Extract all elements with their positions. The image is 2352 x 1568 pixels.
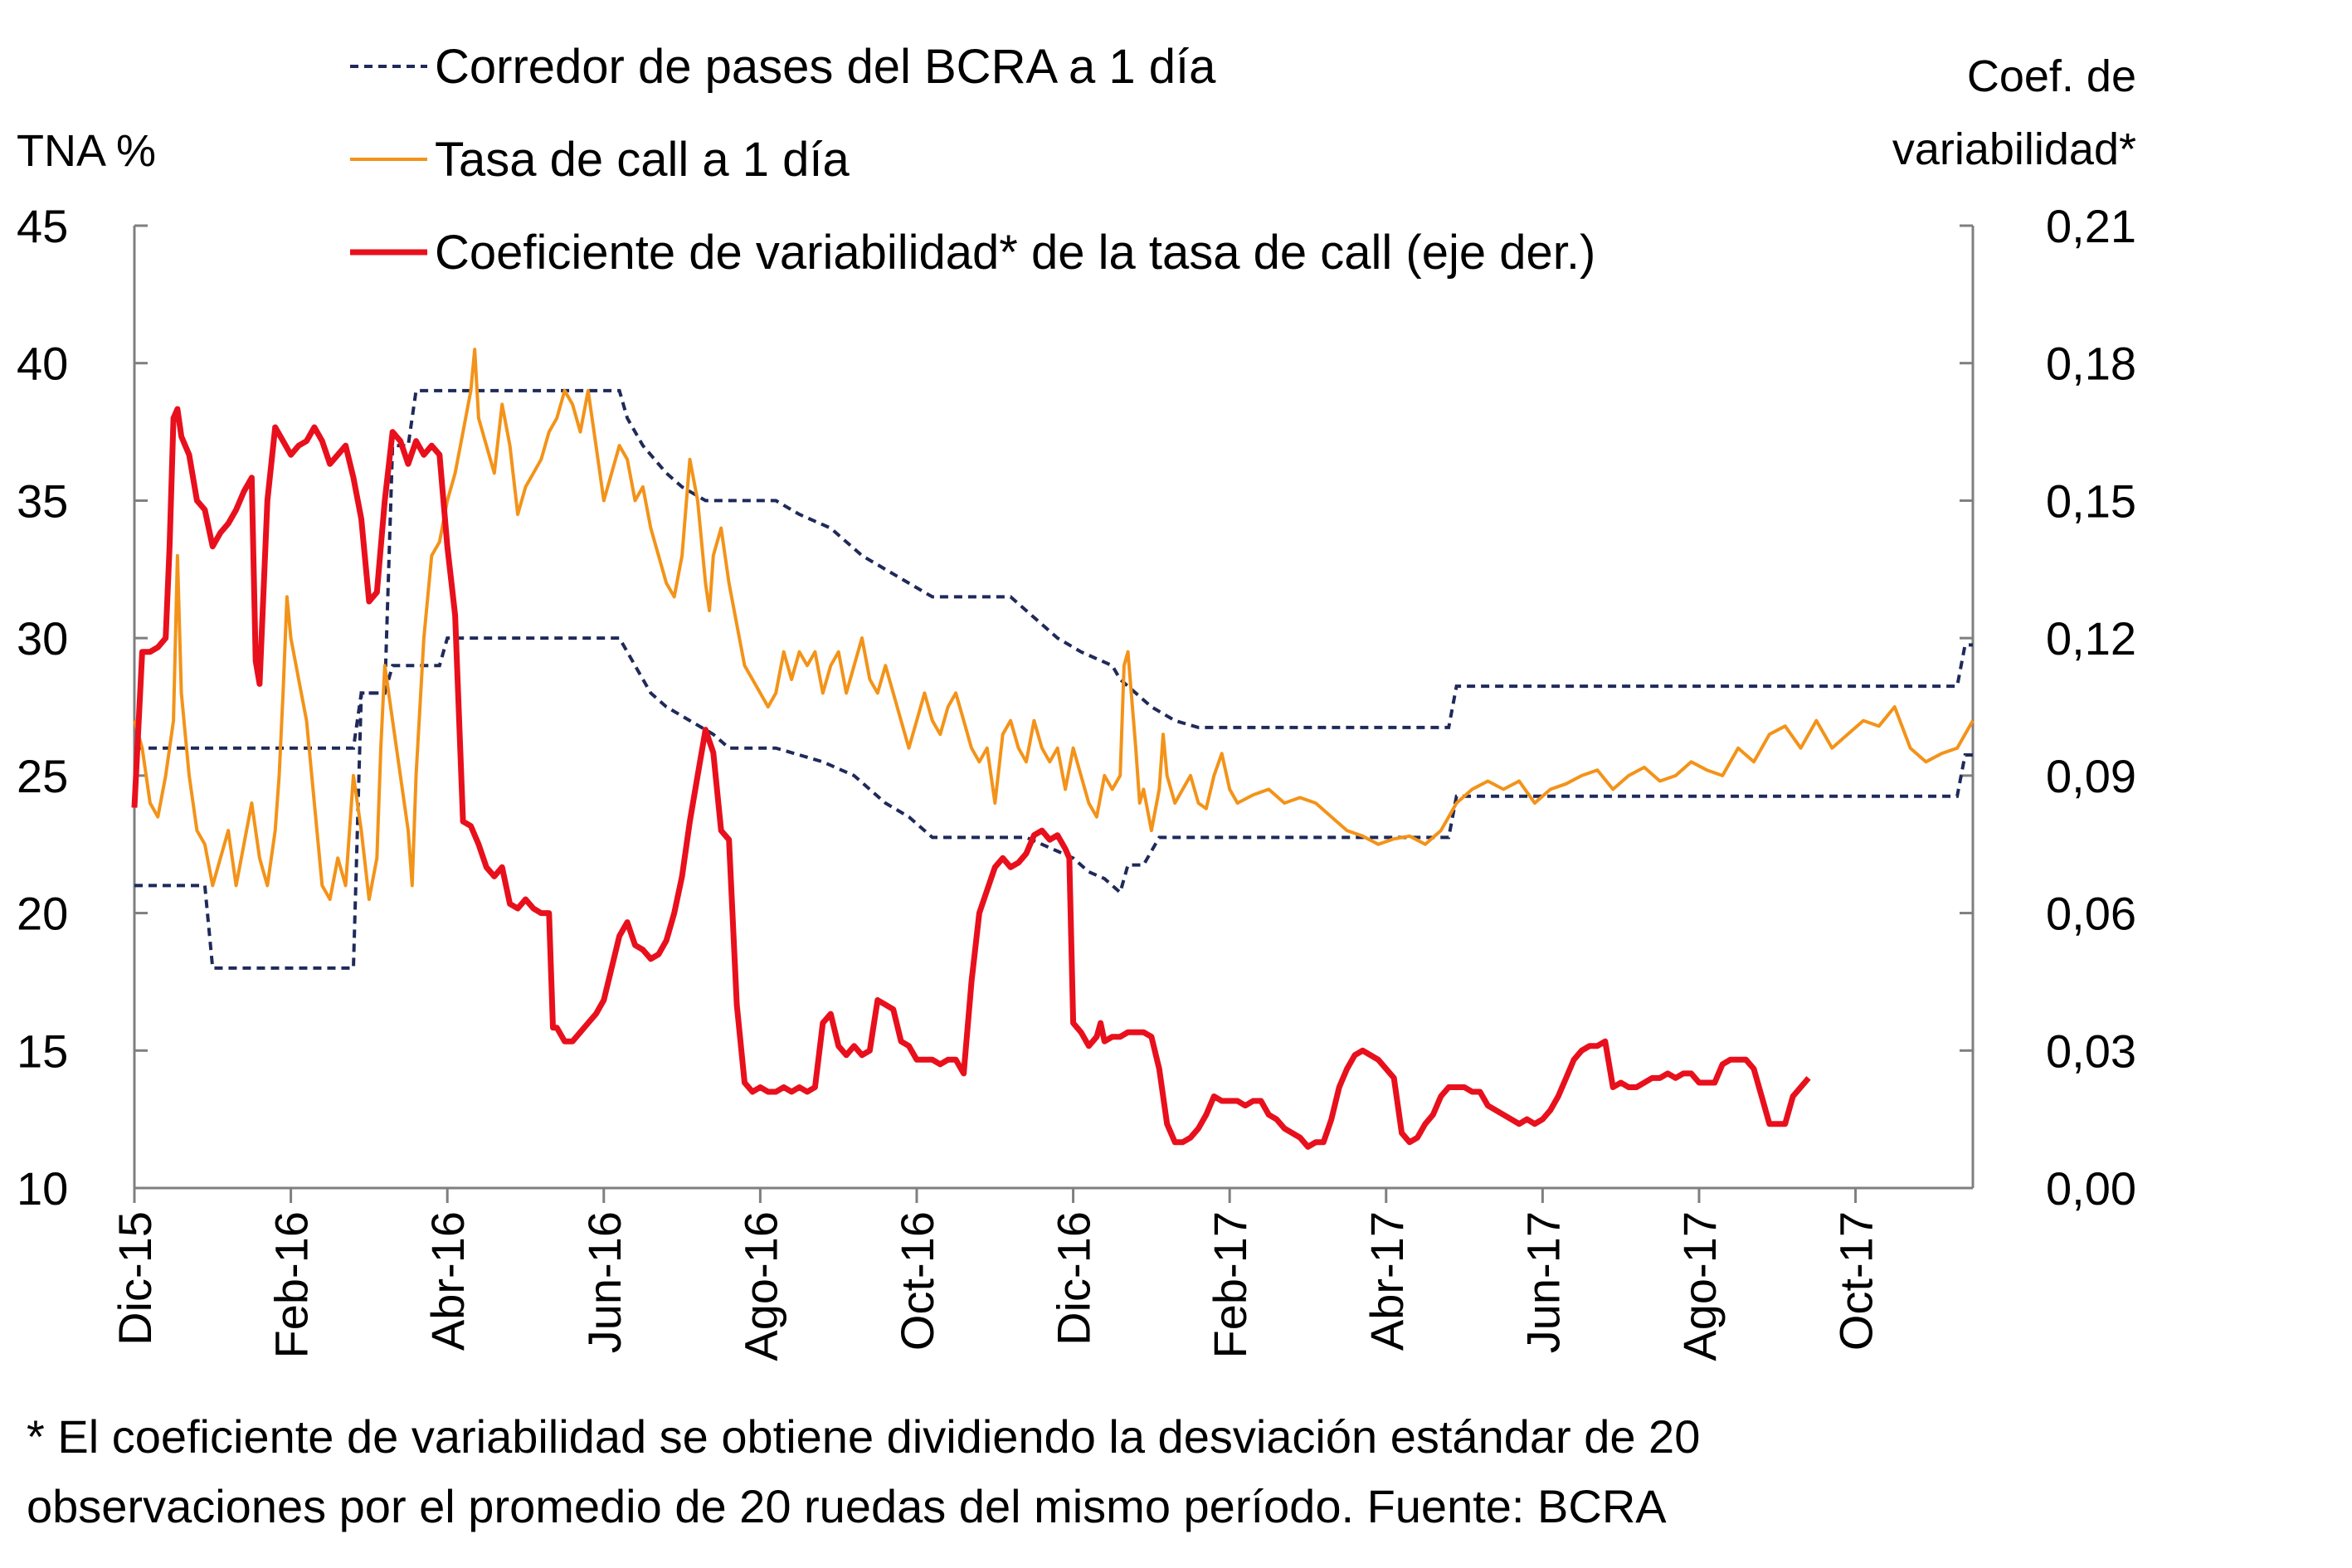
x-tick-label: Abr-16 [421, 1211, 474, 1351]
chart-legend: Corredor de pases del BCRA a 1 día Tasa d… [350, 40, 1595, 280]
right-tick-label: 0,03 [2046, 1025, 2136, 1077]
left-axis-title: TNA % [17, 126, 156, 176]
right-tick-label: 0,12 [2046, 612, 2136, 665]
right-tick-label: 0,06 [2046, 888, 2136, 940]
x-tick-label: Oct-16 [891, 1211, 943, 1351]
footnote-line-1: * El coeficiente de variabilidad se obti… [27, 1410, 1701, 1463]
call-rate-line [133, 348, 1975, 901]
variability-coefficient-line [131, 406, 1811, 1150]
right-axis-title-line-2: variabilidad* [1892, 124, 2136, 174]
footnote: * El coeficiente de variabilidad se obti… [27, 1402, 2333, 1541]
right-tick-label: 0,18 [2046, 338, 2136, 390]
right-axis-title-line-1: Coef. de [1967, 51, 2136, 101]
left-tick-label: 40 [17, 338, 68, 390]
left-tick-label: 10 [17, 1162, 68, 1215]
legend-variability-label: Coeficiente de variabilidad* de la tasa … [435, 226, 1595, 280]
x-tick-label: Feb-17 [1204, 1211, 1256, 1358]
left-tick-label: 45 [17, 200, 68, 252]
right-tick-label: 0,15 [2046, 475, 2136, 527]
corridor-lower-line [134, 636, 1973, 970]
right-tick-label: 0,21 [2046, 200, 2136, 252]
chart-series-layer [131, 348, 1975, 1150]
x-tick-label: Dic-15 [109, 1211, 161, 1346]
chart-axes: 10 15 20 25 30 35 40 45 0,00 0,03 0,06 0,09 0,12 0,15… [17, 51, 2136, 1361]
x-tick-label: Jun-16 [578, 1211, 631, 1353]
footnote-line-2: observaciones por el promedio de 20 rued… [27, 1480, 1667, 1532]
x-tick-label: Oct-17 [1830, 1211, 1882, 1351]
left-tick-label: 15 [17, 1025, 68, 1077]
chart: 10 15 20 25 30 35 40 45 0,00 0,03 0,06 0,09 0,12 0,15… [17, 40, 2136, 1361]
right-tick-label: 0,09 [2046, 750, 2136, 802]
right-tick-label: 0,00 [2046, 1162, 2136, 1215]
left-tick-label: 25 [17, 750, 68, 802]
x-tick-label: Ago-17 [1673, 1211, 1726, 1361]
legend-call-rate-label: Tasa de call a 1 día [435, 133, 850, 187]
x-tick-label: Jun-17 [1517, 1211, 1569, 1353]
left-tick-label: 20 [17, 888, 68, 940]
corridor-upper-line [134, 388, 1973, 750]
x-tick-label: Feb-16 [265, 1211, 318, 1358]
left-tick-label: 35 [17, 475, 68, 527]
x-tick-label: Ago-16 [734, 1211, 786, 1361]
left-tick-label: 30 [17, 612, 68, 665]
x-tick-label: Abr-17 [1361, 1211, 1413, 1351]
legend-corridor-label: Corredor de pases del BCRA a 1 día [435, 40, 1216, 94]
x-tick-label: Dic-16 [1048, 1211, 1100, 1346]
